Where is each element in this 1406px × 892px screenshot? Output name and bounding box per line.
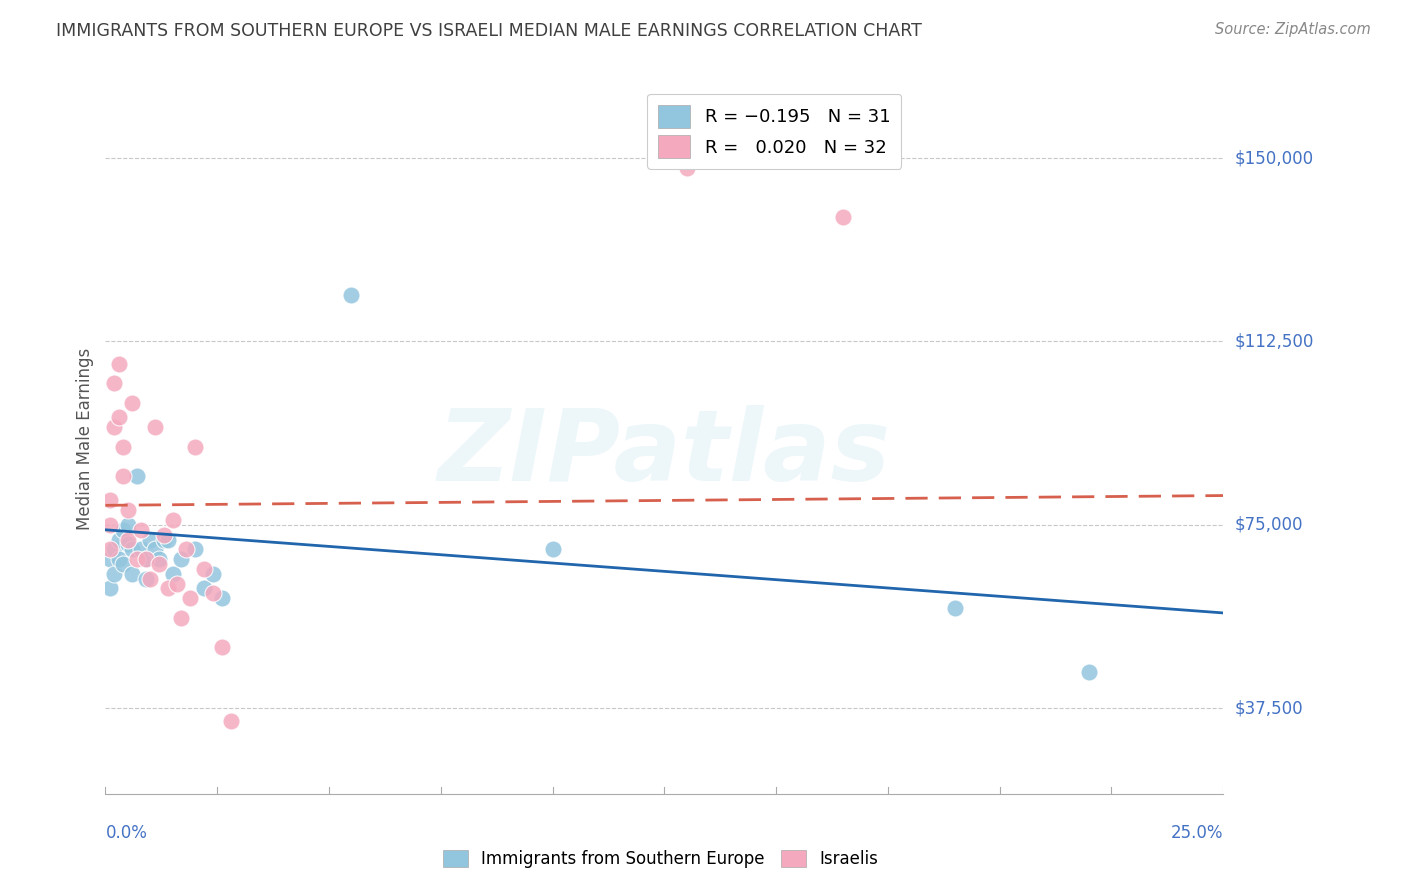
Point bbox=[139, 572, 162, 586]
Legend: Immigrants from Southern Europe, Israelis: Immigrants from Southern Europe, Israeli… bbox=[436, 843, 886, 875]
Text: $37,500: $37,500 bbox=[1234, 699, 1303, 717]
Point bbox=[541, 542, 564, 557]
Point bbox=[125, 552, 148, 566]
Point bbox=[143, 420, 166, 434]
Point bbox=[157, 582, 180, 596]
Point bbox=[675, 161, 697, 175]
Point bbox=[193, 582, 215, 596]
Point bbox=[98, 542, 121, 557]
Point bbox=[103, 566, 125, 581]
Point bbox=[117, 503, 139, 517]
Point bbox=[139, 533, 162, 547]
Text: IMMIGRANTS FROM SOUTHERN EUROPE VS ISRAELI MEDIAN MALE EARNINGS CORRELATION CHAR: IMMIGRANTS FROM SOUTHERN EUROPE VS ISRAE… bbox=[56, 22, 922, 40]
Point bbox=[98, 552, 121, 566]
Point bbox=[184, 440, 207, 454]
Point bbox=[1078, 665, 1101, 679]
Point bbox=[832, 210, 855, 224]
Text: 25.0%: 25.0% bbox=[1171, 824, 1223, 842]
Text: ZIPatlas: ZIPatlas bbox=[437, 405, 891, 502]
Point bbox=[162, 566, 184, 581]
Point bbox=[112, 557, 135, 571]
Point bbox=[135, 552, 157, 566]
Point bbox=[162, 513, 184, 527]
Text: 0.0%: 0.0% bbox=[105, 824, 148, 842]
Y-axis label: Median Male Earnings: Median Male Earnings bbox=[76, 348, 94, 531]
Point bbox=[98, 582, 121, 596]
Point bbox=[193, 562, 215, 576]
Point bbox=[121, 566, 143, 581]
Point bbox=[174, 542, 197, 557]
Point bbox=[108, 357, 131, 371]
Point bbox=[135, 552, 157, 566]
Point bbox=[148, 557, 170, 571]
Point bbox=[135, 572, 157, 586]
Point bbox=[125, 469, 148, 483]
Point bbox=[98, 493, 121, 508]
Text: $75,000: $75,000 bbox=[1234, 516, 1303, 534]
Point bbox=[103, 420, 125, 434]
Legend: R = −0.195   N = 31, R =   0.020   N = 32: R = −0.195 N = 31, R = 0.020 N = 32 bbox=[647, 94, 901, 169]
Point bbox=[184, 542, 207, 557]
Point bbox=[157, 533, 180, 547]
Point bbox=[211, 640, 233, 655]
Point bbox=[108, 410, 131, 425]
Point bbox=[170, 552, 193, 566]
Point bbox=[108, 533, 131, 547]
Point bbox=[152, 533, 174, 547]
Point bbox=[201, 586, 224, 600]
Point bbox=[148, 552, 170, 566]
Text: Source: ZipAtlas.com: Source: ZipAtlas.com bbox=[1215, 22, 1371, 37]
Point bbox=[121, 395, 143, 409]
Point bbox=[108, 552, 131, 566]
Point bbox=[943, 601, 966, 615]
Point bbox=[103, 376, 125, 390]
Point bbox=[179, 591, 201, 606]
Text: $112,500: $112,500 bbox=[1234, 333, 1313, 351]
Point bbox=[103, 542, 125, 557]
Point bbox=[117, 517, 139, 532]
Point bbox=[129, 523, 152, 537]
Point bbox=[166, 576, 188, 591]
Point bbox=[340, 288, 363, 302]
Point bbox=[117, 533, 139, 547]
Point bbox=[112, 469, 135, 483]
Text: $150,000: $150,000 bbox=[1234, 149, 1313, 167]
Point bbox=[121, 542, 143, 557]
Point bbox=[112, 523, 135, 537]
Point bbox=[117, 537, 139, 551]
Point bbox=[201, 566, 224, 581]
Point bbox=[170, 611, 193, 625]
Point bbox=[152, 527, 174, 541]
Point bbox=[219, 714, 242, 728]
Point bbox=[112, 440, 135, 454]
Point bbox=[143, 542, 166, 557]
Point bbox=[129, 542, 152, 557]
Point bbox=[211, 591, 233, 606]
Point bbox=[98, 517, 121, 532]
